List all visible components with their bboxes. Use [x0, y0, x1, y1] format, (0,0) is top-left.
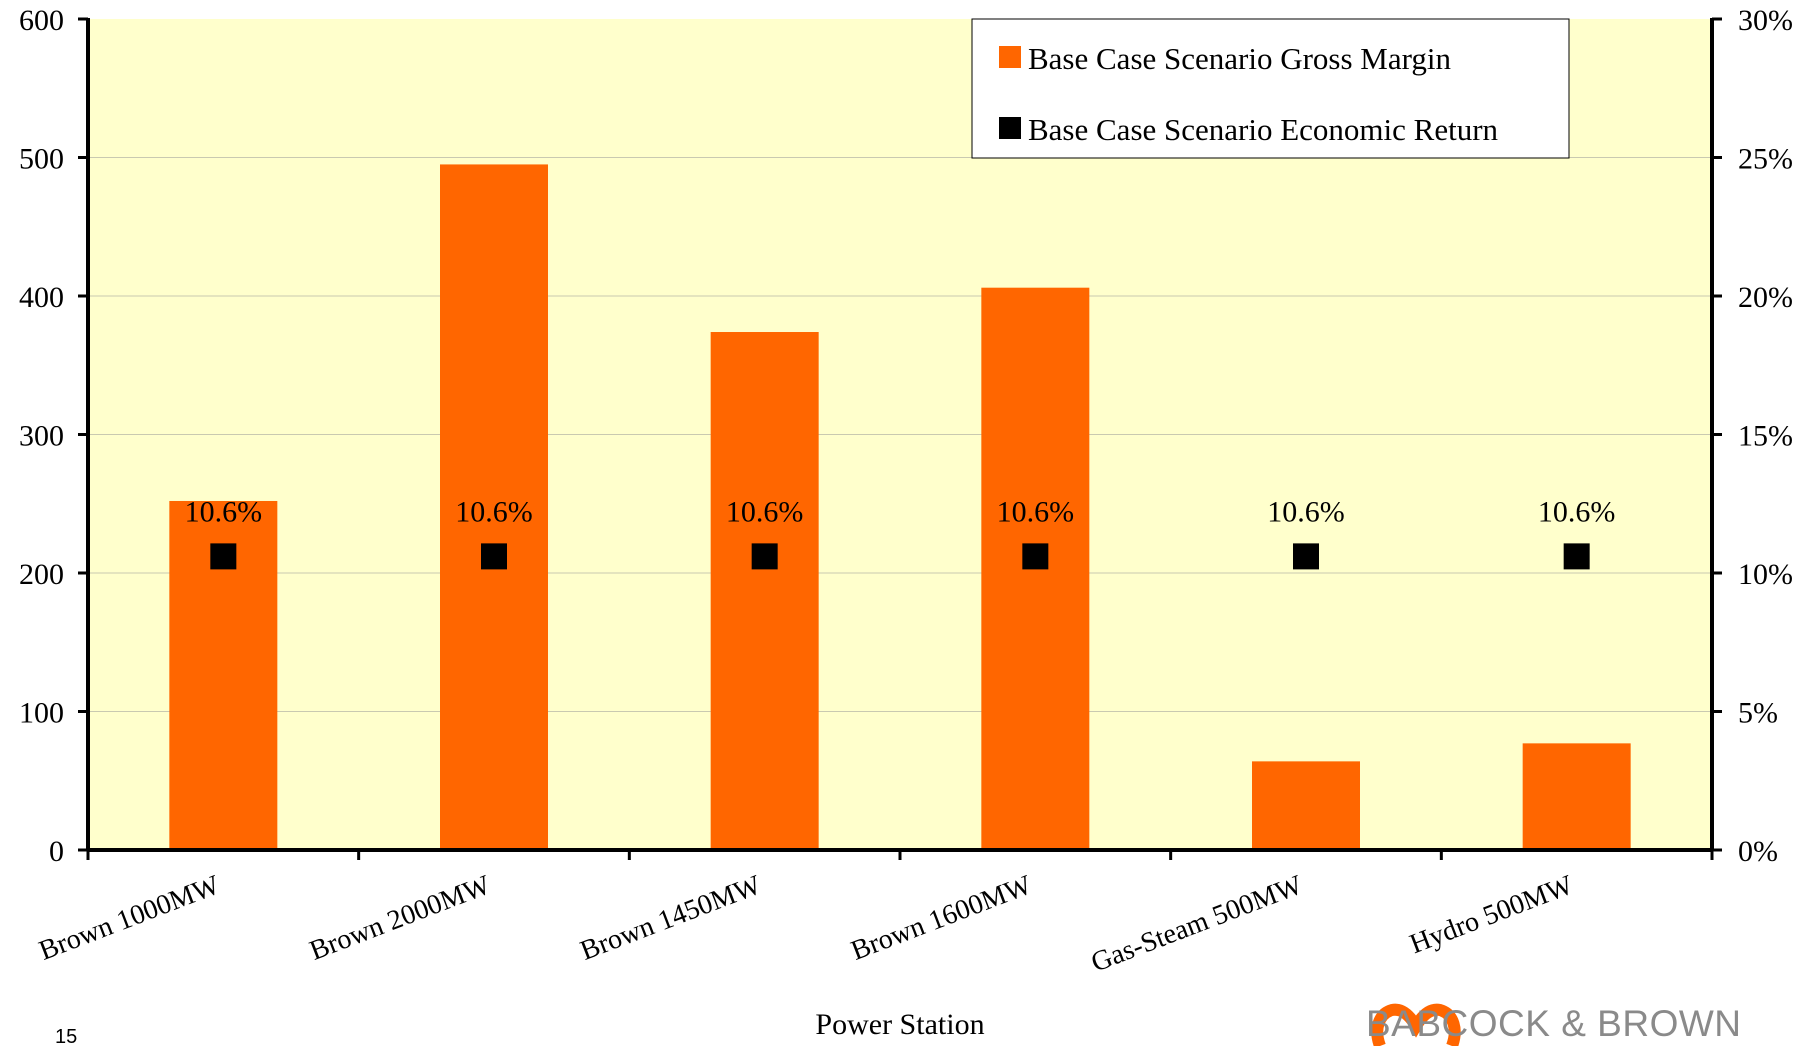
page-number: 15	[55, 1026, 78, 1048]
legend-label: Base Case Scenario Economic Return	[1028, 112, 1499, 147]
y2-tick-label: 30%	[1738, 4, 1793, 37]
bar	[1252, 761, 1360, 850]
y2-tick-label: 20%	[1738, 281, 1793, 314]
data-label: 10.6%	[1538, 495, 1616, 528]
y-tick-label: 500	[19, 143, 64, 176]
y-tick-label: 100	[19, 697, 64, 730]
x-tick-label: Hydro 500MW	[1406, 869, 1578, 960]
data-point	[751, 543, 778, 570]
legend-swatch	[999, 46, 1021, 68]
x-tick-label: Brown 2000MW	[306, 869, 496, 966]
brand-logo	[1371, 1003, 1461, 1046]
data-point	[1563, 543, 1590, 570]
y-tick-label: 300	[19, 420, 64, 453]
data-point	[1022, 543, 1049, 570]
point-series: 10.6% 10.6% 10.6% 10.6% 10.6% 10.6%	[185, 495, 1616, 570]
y2-tick-label: 0%	[1738, 835, 1778, 868]
legend: Base Case Scenario Gross Margin Base Case…	[971, 18, 1570, 159]
x-tick-label: Brown 1450MW	[576, 869, 766, 966]
data-point	[210, 543, 237, 570]
data-point	[481, 543, 507, 570]
legend-label: Base Case Scenario Gross Margin	[1028, 41, 1452, 76]
y2-tick-label: 25%	[1738, 143, 1793, 176]
gridlines	[88, 157, 1712, 712]
legend-box	[971, 18, 1570, 159]
axes	[78, 17, 1722, 860]
data-label: 10.6%	[185, 495, 263, 528]
y2-tick-label: 5%	[1738, 697, 1778, 730]
x-tick-label: Brown 1000MW	[35, 869, 225, 966]
data-label: 10.6%	[1267, 495, 1345, 528]
bar-series	[169, 164, 1631, 851]
bar	[710, 332, 819, 850]
data-point	[1293, 543, 1319, 570]
x-axis-title: Power Station	[815, 1008, 984, 1041]
data-label: 10.6%	[455, 495, 533, 528]
data-label: 10.6%	[997, 495, 1075, 528]
x-tick-label: Brown 1600MW	[847, 869, 1037, 966]
y2-tick-label: 15%	[1738, 420, 1793, 453]
y-tick-label: 400	[19, 281, 64, 314]
data-label: 10.6%	[726, 495, 804, 528]
y-tick-label: 200	[19, 558, 64, 591]
bar	[1522, 743, 1631, 850]
y2-tick-label: 10%	[1738, 558, 1793, 591]
y-tick-label: 600	[19, 4, 64, 37]
y-tick-label: 0	[49, 835, 64, 868]
brand-name: BABCOCK & BROWN	[1366, 1003, 1742, 1044]
bar	[440, 164, 548, 851]
legend-swatch	[999, 117, 1021, 139]
x-tick-label: Gas-Steam 500MW	[1087, 869, 1307, 978]
